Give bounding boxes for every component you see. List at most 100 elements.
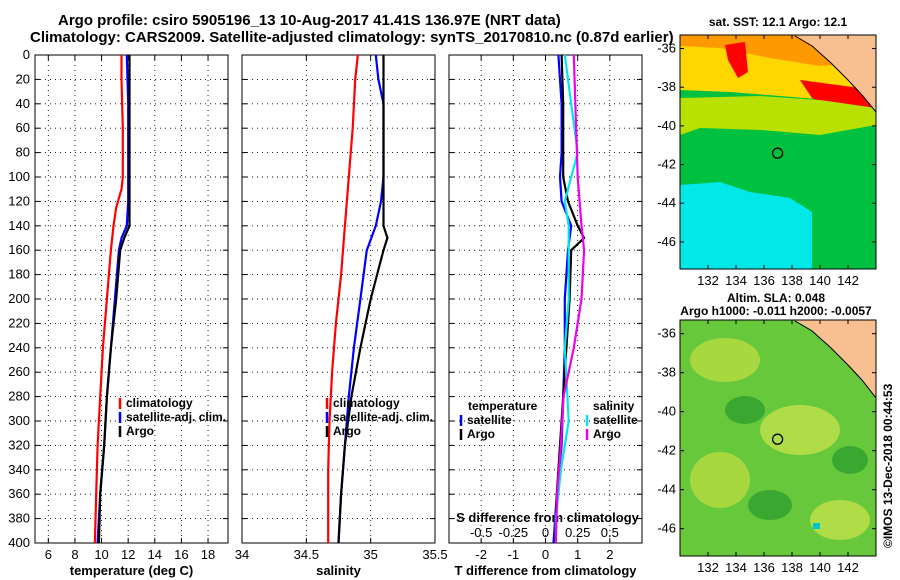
difference-panel: -2 -1 0 1 2T difference from climatology -0.5… <box>448 54 643 578</box>
x2-tick-label: 0.25 <box>565 525 590 540</box>
sla-dark-patch <box>725 396 765 424</box>
sst-map-frame <box>679 34 877 270</box>
x-tick-label: -1 <box>508 547 520 562</box>
y-tick-label: 340 <box>8 462 30 477</box>
plot-frame <box>34 54 229 544</box>
sla-light-patch <box>690 452 750 508</box>
sla-light-patch <box>760 405 840 455</box>
lat-tick-label: -40 <box>657 118 676 133</box>
sst-light-green-band <box>680 96 876 135</box>
x-tick-label: -2 <box>475 547 487 562</box>
sla-map-axes: -36 -38 -40 -42 -44 -46 132 134 136 138 140 142 <box>657 320 876 575</box>
lat-tick-label: -38 <box>657 79 676 94</box>
plot-frame <box>448 54 643 544</box>
lat-tick-label: -46 <box>657 234 676 249</box>
series-line-climatology <box>93 55 124 544</box>
series-line-climatology <box>327 54 359 543</box>
sla-map-subtitle: Argo h1000: -0.011 h2000: -0.0057 <box>680 304 872 318</box>
legend-label: satellite <box>593 413 638 427</box>
lon-tick-label: 136 <box>753 560 775 575</box>
x-tick-label: 6 <box>45 547 52 562</box>
sst-float-marker <box>771 147 784 159</box>
sla-cyan-patch <box>813 523 820 529</box>
x-tick-label: 35.5 <box>422 547 447 562</box>
lon-tick-label: 142 <box>837 273 859 288</box>
lat-tick-label: -44 <box>657 195 676 210</box>
sst-red-patch <box>725 42 748 78</box>
lon-tick-label: 134 <box>725 560 747 575</box>
y-tick-label: 200 <box>8 291 30 306</box>
lon-tick-label: 134 <box>725 273 747 288</box>
lon-tick-label: 140 <box>809 273 831 288</box>
sla-float-marker <box>771 433 784 445</box>
x-tick-label: 14 <box>148 547 162 562</box>
y-tick-label: 160 <box>8 242 30 257</box>
y-tick-label: 100 <box>8 169 30 184</box>
x-tick-label: 0 <box>542 547 549 562</box>
series-line-s-argo <box>554 54 586 544</box>
legend-label: climatology <box>126 396 193 410</box>
y-tick-label: 280 <box>8 389 30 404</box>
y-tick-label: 60 <box>16 120 30 135</box>
legend-label: Argo <box>126 424 154 438</box>
x2-tick-label: -0.5 <box>470 525 492 540</box>
sst-map: -36 -38 -40 -42 -44 -46 132 134 136 138 140 142 sat… <box>657 15 877 288</box>
temperature-panel: 0 20 40 60 80 100 120 140 160 180 200 220 240 260 280 3… <box>8 47 229 578</box>
x2-tick-label: -0.25 <box>499 525 529 540</box>
legend-label: satellite <box>467 413 512 427</box>
x-tick-label: 8 <box>71 547 78 562</box>
x-tick-label: 34 <box>235 547 249 562</box>
lon-tick-label: 138 <box>781 273 803 288</box>
y-tick-label: 140 <box>8 218 30 233</box>
x-tick-label: 2 <box>606 547 613 562</box>
lon-tick-label: 132 <box>697 560 719 575</box>
x-tick-label: 16 <box>174 547 188 562</box>
series-line-satellite-adj-clim- <box>337 54 385 544</box>
y-tick-label: 240 <box>8 340 30 355</box>
legend-label: climatology <box>333 396 400 410</box>
salinity-panel: 34 34.5 35 35.5 salinity climatologysatellite… <box>235 54 448 578</box>
lat-tick-label: -36 <box>657 326 676 341</box>
y-tick-label: 320 <box>8 437 30 452</box>
x2-tick-label: 0 <box>542 525 549 540</box>
x-tick-label: 35 <box>363 547 377 562</box>
lat-tick-label: -44 <box>657 482 676 497</box>
legend-label: Argo <box>467 427 495 441</box>
x-axis-label: temperature (deg C) <box>70 563 194 578</box>
y-tick-label: 0 <box>23 47 30 62</box>
y-tick-label: 120 <box>8 193 30 208</box>
lat-tick-label: -46 <box>657 521 676 536</box>
lon-tick-label: 138 <box>781 560 803 575</box>
y-tick-label: 220 <box>8 315 30 330</box>
x2-axis-label: S difference from climatology <box>456 510 640 525</box>
legend-title: temperature <box>468 399 538 413</box>
chart-title-line2: Climatology: CARS2009. Satellite-adjuste… <box>30 29 674 46</box>
sst-map-axes: -36 -38 -40 -42 -44 -46 132 134 136 138 140 142 <box>657 35 876 288</box>
y-tick-label: 20 <box>16 71 30 86</box>
x-tick-label: 10 <box>94 547 108 562</box>
lon-tick-label: 140 <box>809 560 831 575</box>
x-tick-label: 34.5 <box>294 547 319 562</box>
y-tick-label: 40 <box>16 96 30 111</box>
lat-tick-label: -38 <box>657 365 676 380</box>
y-tick-label: 180 <box>8 267 30 282</box>
x2-tick-label: 0.5 <box>601 525 619 540</box>
series-line-argo <box>97 55 131 544</box>
lat-tick-label: -42 <box>657 157 676 172</box>
sst-map-title: sat. SST: 12.1 Argo: 12.1 <box>709 15 848 29</box>
sla-light-patch <box>690 338 760 382</box>
series-line-argo <box>337 55 389 544</box>
lon-tick-label: 132 <box>697 273 719 288</box>
sla-light-patch <box>810 500 870 540</box>
x-tick-label: 18 <box>201 547 215 562</box>
legend-label: Argo <box>333 424 361 438</box>
sst-coastline <box>794 35 876 113</box>
chart-title-line1: Argo profile: csiro 5905196_13 10-Aug-20… <box>58 12 561 29</box>
sst-land <box>795 35 876 112</box>
y-tick-label: 300 <box>8 413 30 428</box>
legend-label: satellite-adj. clim. <box>333 410 433 424</box>
sla-map-frame <box>679 319 877 557</box>
sla-map: -36 -38 -40 -42 -44 -46 132 134 136 138 140 142 Alt… <box>657 291 877 575</box>
sla-dark-patch <box>832 446 868 474</box>
y-tick-label: 380 <box>8 511 30 526</box>
